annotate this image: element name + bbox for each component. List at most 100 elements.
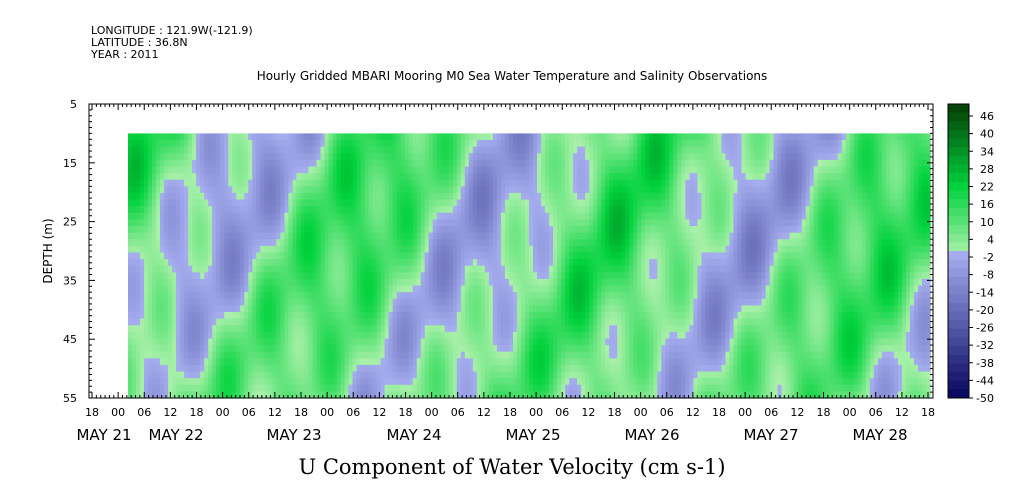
heat-cell <box>520 206 526 214</box>
heat-cell <box>300 325 306 333</box>
heat-cell <box>420 232 426 240</box>
heat-cell <box>260 272 265 280</box>
heat-cell <box>432 305 438 313</box>
heat-cell <box>188 206 193 214</box>
heat-cell <box>605 206 610 214</box>
heat-cell <box>424 133 430 141</box>
heat-cell <box>492 338 498 346</box>
heat-cell <box>541 153 546 161</box>
heat-cell <box>448 206 454 214</box>
heat-cell <box>280 371 285 379</box>
heat-cell <box>164 133 169 141</box>
heat-cell <box>232 298 237 306</box>
heat-cell <box>585 265 590 273</box>
heat-cell <box>516 345 522 353</box>
heat-cell <box>384 179 390 187</box>
heat-cell <box>320 364 326 373</box>
heat-cell <box>288 391 294 399</box>
heat-cell <box>464 292 470 300</box>
heat-cell <box>605 331 610 340</box>
heat-cell <box>356 252 362 260</box>
heat-cell <box>204 391 209 399</box>
heat-cell <box>516 298 522 306</box>
heat-cell <box>524 199 530 207</box>
heat-cell <box>188 192 193 201</box>
heat-cell <box>432 391 438 399</box>
heat-cell <box>416 179 422 187</box>
heat-cell <box>537 166 542 174</box>
heat-cell <box>316 199 322 207</box>
heat-cell <box>212 305 217 313</box>
heat-cell <box>184 351 189 359</box>
heat-cell <box>444 292 450 300</box>
heat-cell <box>621 199 626 207</box>
heat-cell <box>529 199 534 207</box>
heat-cell <box>180 199 185 207</box>
heat-cell <box>605 226 610 234</box>
heat-cell <box>424 192 430 201</box>
heat-cell <box>569 245 574 254</box>
heat-cell <box>416 351 422 359</box>
heat-cell <box>408 186 414 194</box>
heat-cell <box>424 318 430 326</box>
heat-cell <box>204 206 209 214</box>
heat-cell <box>376 159 382 168</box>
heat-cell <box>324 146 330 154</box>
heat-cell <box>448 378 454 386</box>
heat-cell <box>344 371 350 379</box>
heat-cell <box>200 219 205 227</box>
heat-cell <box>476 173 482 181</box>
heat-cell <box>557 252 562 260</box>
heat-cell <box>605 318 610 326</box>
heat-cell <box>396 292 402 300</box>
heat-cell <box>136 219 141 227</box>
heat-cell <box>529 259 534 267</box>
heat-cell <box>360 226 366 234</box>
heat-cell <box>420 325 426 333</box>
heat-cell <box>328 159 334 168</box>
heat-cell <box>617 358 622 366</box>
heat-cell <box>545 166 550 174</box>
heat-cell <box>400 219 406 227</box>
heat-cell <box>537 325 542 333</box>
heat-cell <box>577 265 582 273</box>
heat-cell <box>496 153 502 161</box>
heat-cell <box>496 272 502 280</box>
heat-cell <box>605 166 610 174</box>
heat-cell <box>248 239 253 247</box>
heat-cell <box>160 285 165 293</box>
heat-cell <box>613 345 618 353</box>
heat-cell <box>340 292 346 300</box>
heat-cell <box>220 166 225 174</box>
heat-cell <box>136 259 141 267</box>
heat-cell <box>276 133 281 141</box>
heat-cell <box>164 272 169 280</box>
heat-cell <box>352 192 358 201</box>
heat-cell <box>316 173 322 181</box>
heat-cell <box>432 318 438 326</box>
heat-cell <box>424 265 430 273</box>
heat-cell <box>208 212 213 220</box>
heat-cell <box>581 259 586 267</box>
heat-cell <box>533 278 538 287</box>
heat-cell <box>280 272 285 280</box>
heat-cell <box>140 265 145 273</box>
heat-cell <box>492 153 498 161</box>
heat-cell <box>508 364 514 373</box>
heat-cell <box>613 371 618 379</box>
heat-cell <box>332 338 338 346</box>
heat-cell <box>172 371 177 379</box>
heat-cell <box>200 252 205 260</box>
heat-cell <box>549 312 554 320</box>
heat-cell <box>428 199 434 207</box>
heat-cell <box>605 325 610 333</box>
heat-cell <box>476 206 482 214</box>
heat-cell <box>561 133 566 141</box>
heat-cell <box>172 312 177 320</box>
heat-cell <box>292 232 298 240</box>
heat-cell <box>196 298 201 306</box>
heat-cell <box>400 351 406 359</box>
heat-cell <box>520 199 526 207</box>
heat-cell <box>240 186 245 194</box>
heat-cell <box>180 232 185 240</box>
